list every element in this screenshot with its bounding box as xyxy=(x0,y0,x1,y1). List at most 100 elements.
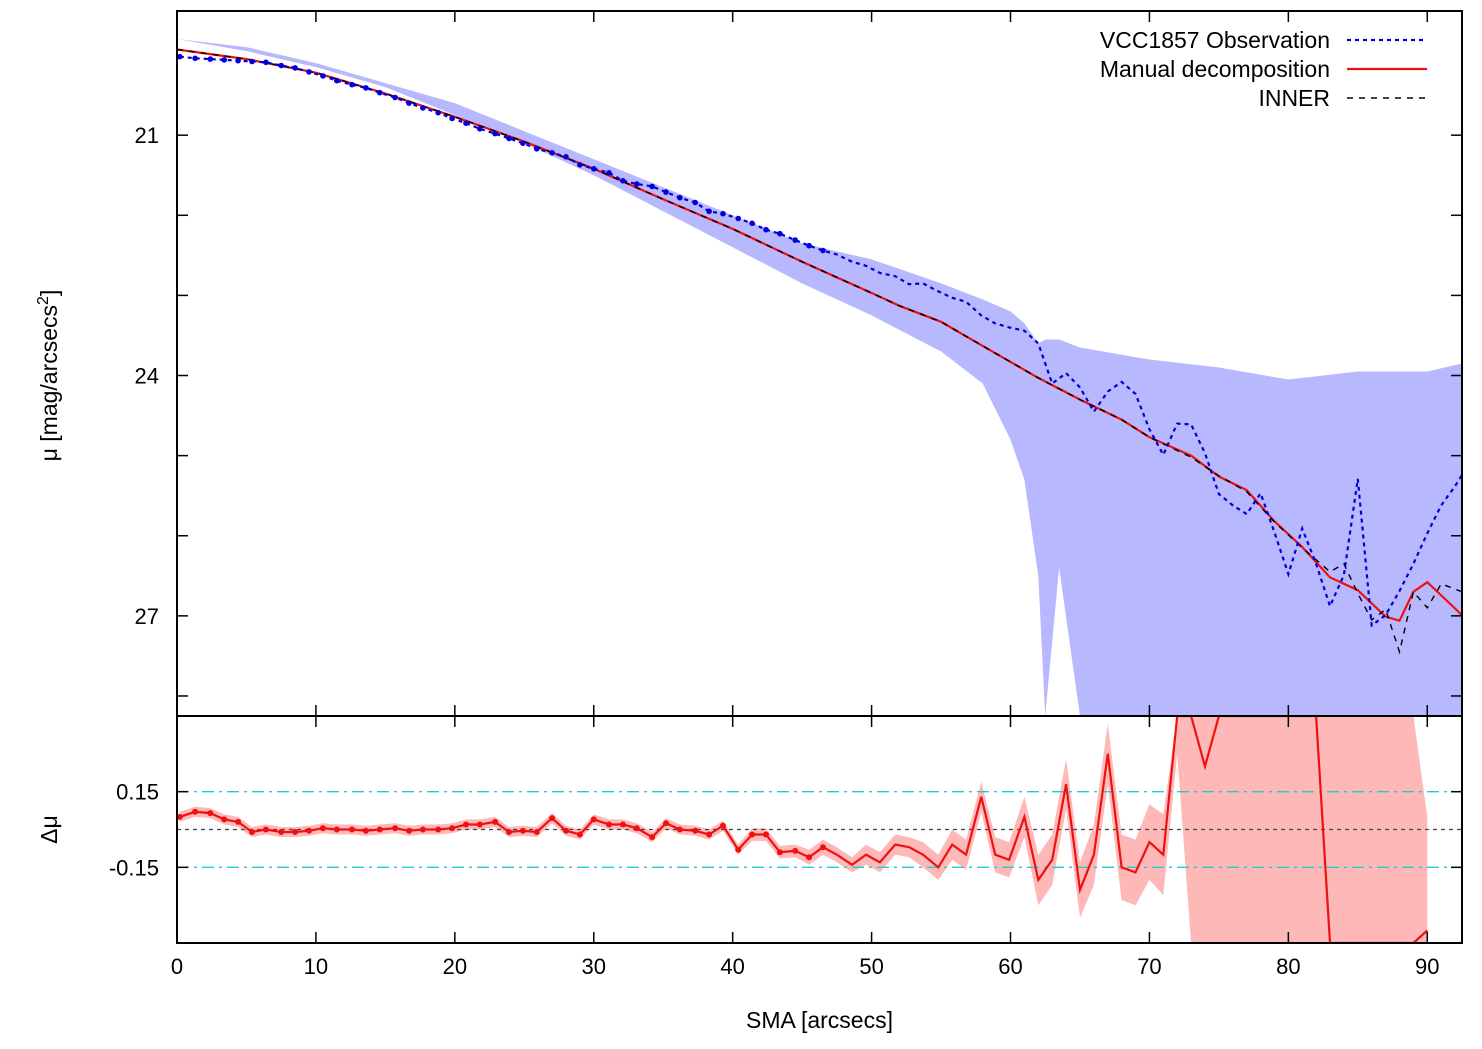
legend-label: VCC1857 Observation xyxy=(1100,27,1330,53)
residual-point xyxy=(376,826,383,833)
y-tick-label: 21 xyxy=(135,123,159,148)
data-point xyxy=(334,77,340,84)
data-point xyxy=(663,189,669,195)
y-tick-label: 24 xyxy=(135,364,159,389)
residual-point xyxy=(406,827,412,834)
residual-point xyxy=(590,816,597,823)
residual-point xyxy=(576,831,583,838)
data-point xyxy=(735,215,741,222)
data-point xyxy=(792,237,798,243)
x-tick-label: 50 xyxy=(859,954,883,979)
residual-point xyxy=(806,854,813,861)
residual-point xyxy=(763,831,769,838)
residual-point xyxy=(792,847,799,854)
legend-label: Manual decomposition xyxy=(1100,56,1330,82)
x-tick-label: 0 xyxy=(171,954,183,979)
data-point xyxy=(692,199,698,206)
residual-point xyxy=(306,827,312,834)
data-point xyxy=(534,146,540,152)
residual-point xyxy=(292,829,299,835)
residual-point xyxy=(706,831,713,838)
x-tick-label: 80 xyxy=(1276,954,1300,979)
data-point xyxy=(420,105,426,111)
data-point xyxy=(207,56,214,62)
residual-point xyxy=(549,815,556,822)
data-point xyxy=(563,154,569,160)
residual-point xyxy=(435,826,442,833)
residual-point xyxy=(419,826,426,833)
residual-point xyxy=(606,821,612,828)
residual-point xyxy=(735,846,742,853)
data-point xyxy=(221,57,227,63)
residual-y-tick-label: 0.15 xyxy=(116,780,159,805)
legend-label: INNER xyxy=(1258,85,1330,111)
residual-point xyxy=(492,818,499,825)
residual-point xyxy=(362,827,369,834)
residual-point xyxy=(177,813,183,820)
x-tick-label: 10 xyxy=(304,954,328,979)
residual-point xyxy=(649,834,656,841)
data-point xyxy=(292,65,298,71)
data-point xyxy=(606,170,612,176)
series-line-vcc1857-observation xyxy=(179,55,1462,628)
data-point xyxy=(377,89,383,96)
y-axis-title: μ [mag/arcsecs2] xyxy=(35,290,62,462)
residual-point xyxy=(349,826,355,833)
x-tick-label: 40 xyxy=(720,954,744,979)
residual-point xyxy=(262,826,269,833)
residual-point xyxy=(506,829,512,835)
residual-y-tick-label: -0.15 xyxy=(109,855,159,880)
residual-point xyxy=(207,810,214,817)
residual-point xyxy=(449,825,456,832)
uncertainty-band xyxy=(177,39,1462,716)
residual-point xyxy=(319,825,326,832)
x-tick-label: 20 xyxy=(443,954,467,979)
data-point xyxy=(706,208,712,215)
residual-point xyxy=(619,821,626,828)
data-point xyxy=(306,69,312,75)
data-point xyxy=(591,166,597,172)
data-point xyxy=(263,59,269,66)
residual-point xyxy=(392,825,399,832)
data-point xyxy=(720,210,726,217)
data-point xyxy=(363,85,369,91)
residual-point xyxy=(663,820,669,827)
data-point xyxy=(749,220,755,227)
residual-point xyxy=(676,826,683,833)
residual-point xyxy=(333,826,340,833)
data-point xyxy=(549,150,555,156)
data-point xyxy=(392,94,398,101)
data-point xyxy=(806,242,812,249)
residual-point xyxy=(235,818,242,825)
data-point xyxy=(777,230,783,237)
x-tick-label: 90 xyxy=(1415,954,1439,979)
x-axis-title: SMA [arcsecs] xyxy=(746,1007,893,1033)
residual-point xyxy=(278,829,285,835)
residual-point xyxy=(476,821,483,828)
data-point xyxy=(577,162,583,168)
data-point xyxy=(435,109,442,116)
data-point xyxy=(506,135,512,142)
x-tick-label: 70 xyxy=(1137,954,1161,979)
data-point xyxy=(249,58,255,65)
data-point xyxy=(477,126,483,132)
data-point xyxy=(634,181,640,187)
residual-y-axis-title: Δμ xyxy=(36,815,62,844)
data-point xyxy=(520,140,526,146)
data-point xyxy=(820,247,826,254)
residual-point xyxy=(221,816,228,823)
residual-point xyxy=(192,808,199,815)
y-tick-label: 27 xyxy=(135,604,159,629)
residual-point xyxy=(249,829,255,835)
x-tick-label: 60 xyxy=(998,954,1022,979)
data-point xyxy=(463,120,469,126)
data-point xyxy=(177,53,183,60)
data-point xyxy=(492,130,498,137)
residual-point xyxy=(820,844,826,851)
residual-point xyxy=(533,829,540,835)
data-point xyxy=(449,115,455,122)
data-point xyxy=(406,100,412,106)
residual-point xyxy=(633,825,640,832)
